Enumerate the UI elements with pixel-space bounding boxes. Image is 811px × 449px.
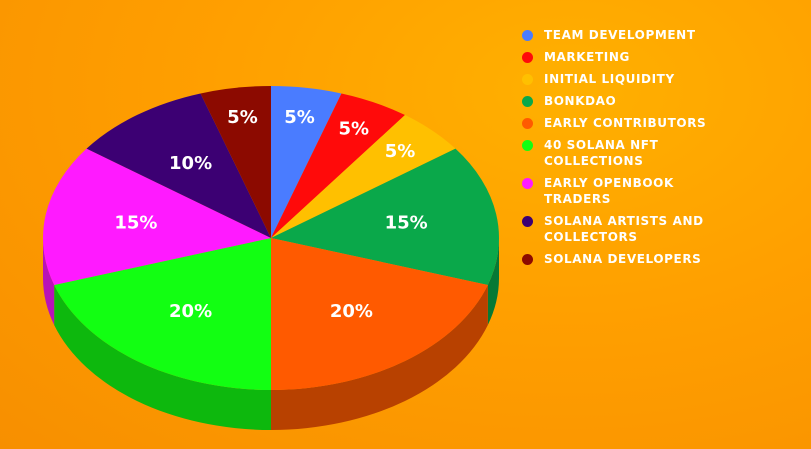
slice-value-label: 15% (114, 213, 157, 234)
legend-swatch (522, 30, 533, 41)
legend-swatch (522, 52, 533, 63)
legend-label: EARLY CONTRIBUTORS (544, 116, 707, 130)
slice-value-label: 20% (330, 301, 373, 322)
slice-value-label: 20% (169, 301, 212, 322)
legend-item: EARLY OPENBOOK TRADERS (522, 175, 807, 207)
pie-slice-solana-artists-and-collectors (86, 93, 271, 238)
legend-item: INITIAL LIQUIDITY (522, 71, 807, 87)
pie-side-3 (487, 238, 499, 325)
pie-slice-team-development (271, 86, 342, 238)
legend-item: SOLANA DEVELOPERS (522, 251, 807, 267)
legend-swatch (522, 74, 533, 85)
legend-swatch (522, 96, 533, 107)
legend-label: TEAM DEVELOPMENT (544, 28, 696, 42)
pie-slices (43, 86, 499, 390)
pie-side-5 (54, 284, 271, 430)
slice-value-label: 5% (339, 119, 370, 140)
legend-swatch (522, 140, 533, 151)
pie-slice-initial-liquidity (271, 115, 456, 238)
legend-swatch (522, 178, 533, 189)
legend-label: SOLANA ARTISTS AND COLLECTORS (544, 214, 704, 244)
pie-slice-early-openbook-traders (43, 148, 271, 285)
legend-item: EARLY CONTRIBUTORS (522, 115, 807, 131)
pie-slice-40-solana-nft-collections (54, 238, 271, 390)
legend-item: TEAM DEVELOPMENT (522, 27, 807, 43)
slice-value-label: 5% (284, 107, 315, 128)
pie-slice-early-contributors (271, 238, 488, 390)
legend-swatch (522, 254, 533, 265)
pie-slice-bonkdao (271, 148, 499, 285)
legend-label: 40 SOLANA NFT COLLECTIONS (544, 138, 659, 168)
pie-slice-solana-developers (200, 86, 271, 238)
slice-value-label: 15% (385, 213, 428, 234)
legend-label: EARLY OPENBOOK TRADERS (544, 176, 674, 206)
pie-slice-marketing (271, 93, 406, 238)
legend-label: BONKDAO (544, 94, 617, 108)
pie-side-4 (271, 284, 488, 430)
pie-side-6 (43, 238, 55, 325)
slice-value-label: 5% (227, 107, 258, 128)
pie-value-labels: 5% 5% 5% 15% 20% 20% 15% 10% 5% (114, 107, 427, 322)
pie-side-walls (43, 238, 499, 430)
chart-legend: TEAM DEVELOPMENT MARKETING INITIAL LIQUIDI… (522, 27, 807, 273)
legend-item: MARKETING (522, 49, 807, 65)
legend-label: SOLANA DEVELOPERS (544, 252, 702, 266)
legend-swatch (522, 118, 533, 129)
slice-value-label: 10% (169, 153, 212, 174)
legend-item: 40 SOLANA NFT COLLECTIONS (522, 137, 807, 169)
legend-label: MARKETING (544, 50, 630, 64)
legend-label: INITIAL LIQUIDITY (544, 72, 675, 86)
legend-item: SOLANA ARTISTS AND COLLECTORS (522, 213, 807, 245)
legend-swatch (522, 216, 533, 227)
legend-item: BONKDAO (522, 93, 807, 109)
slice-value-label: 5% (385, 141, 416, 162)
